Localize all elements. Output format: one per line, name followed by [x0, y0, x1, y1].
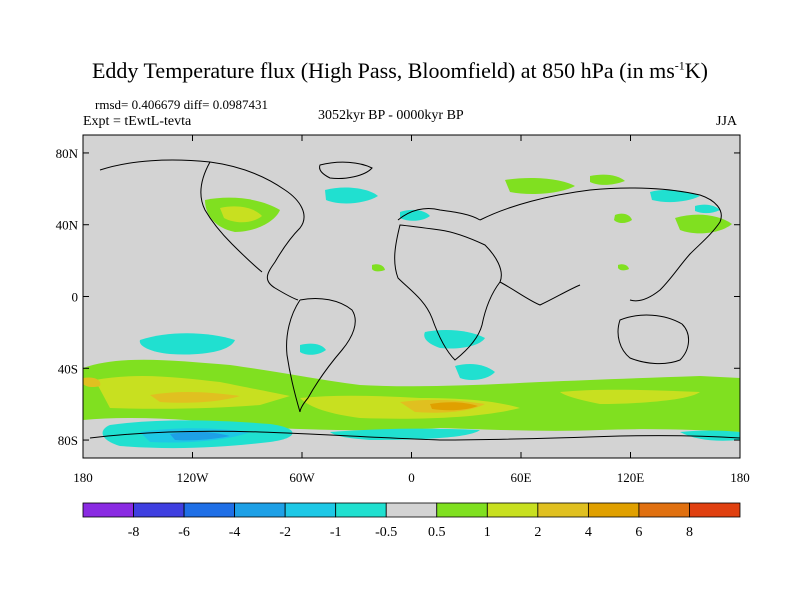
- lon-label: 60E: [511, 470, 532, 485]
- colorbar-swatch: [133, 502, 185, 518]
- colorbar-swatch: [284, 502, 337, 518]
- colorbar-label: 8: [686, 525, 693, 540]
- colorbar-label: 0.5: [428, 525, 446, 540]
- field-positive-zone: [505, 178, 575, 194]
- field-positive-zone: [150, 392, 240, 403]
- lon-label: 120W: [177, 470, 210, 485]
- field-positive-zone: [618, 264, 629, 271]
- south-america-coast: [299, 297, 356, 413]
- colorbar-label: 1: [484, 525, 491, 540]
- field-negative-zone: [455, 364, 495, 380]
- greenland-coast: [319, 161, 373, 179]
- field-negative-zone: [650, 189, 700, 203]
- asia-coast: [479, 187, 722, 302]
- plot-title: Eddy Temperature flux (High Pass, Bloomf…: [91, 58, 708, 83]
- colorbar-swatch: [537, 502, 589, 518]
- stats-label: rmsd= 0.406679 diff= 0.0987431: [95, 97, 268, 112]
- field-positive-band: [83, 359, 740, 432]
- season-label: JJA: [716, 114, 738, 129]
- field-negative-zone: [170, 431, 230, 441]
- axis-ticks: [82, 135, 741, 458]
- colorbar-swatch: [486, 502, 539, 518]
- colorbar-label: -1: [330, 525, 342, 540]
- colorbar-labels: -8 -6 -4 -2 -1 -0.5 0.5 1 2 4 6 8: [128, 525, 693, 540]
- field-negative-zone: [325, 187, 378, 204]
- colorbar-swatch: [689, 502, 741, 518]
- lat-label: 40S: [58, 361, 78, 376]
- experiment-label: Expt = tEwtL-tevta: [83, 114, 192, 129]
- colorbar-swatch: [234, 502, 286, 518]
- anomaly-field: [83, 174, 740, 449]
- colorbar-label: -4: [229, 525, 241, 540]
- lon-label: 120E: [617, 470, 645, 485]
- field-positive-zone: [675, 214, 732, 234]
- colorbar-swatch: [587, 502, 640, 518]
- latitude-labels: 80N 40N 0 40S 80S: [56, 146, 79, 448]
- field-negative-zone: [695, 204, 720, 214]
- lon-label: 180: [73, 470, 93, 485]
- south-asia-coast: [499, 281, 581, 306]
- field-positive-zone: [614, 213, 632, 223]
- antarctica-coast: [89, 430, 740, 441]
- coastlines: [89, 159, 740, 441]
- colorbar: [82, 502, 741, 518]
- field-positive-zone: [83, 377, 101, 388]
- field-negative-zone: [424, 330, 485, 349]
- field-strong-positive-zone: [430, 402, 478, 411]
- north-america-coast: [99, 159, 305, 301]
- field-negative-zone: [139, 333, 235, 355]
- australia-coast: [617, 314, 689, 365]
- field-positive-zone: [220, 206, 262, 223]
- south-america-west-coast: [286, 299, 301, 413]
- field-positive-zone: [590, 174, 625, 185]
- lon-label: 0: [408, 470, 415, 485]
- colorbar-swatch: [82, 502, 134, 518]
- colorbar-label: -6: [178, 525, 190, 540]
- colorbar-label: 6: [635, 525, 642, 540]
- colorbar-label: -0.5: [375, 525, 397, 540]
- africa-coast: [394, 224, 502, 361]
- europe-coast: [397, 207, 481, 221]
- lat-label: 80N: [56, 146, 79, 161]
- colorbar-label: -8: [128, 525, 140, 540]
- colorbar-swatch: [385, 502, 438, 518]
- field-negative-zone: [680, 430, 740, 441]
- colorbar-swatch: [638, 502, 690, 518]
- colorbar-swatch: [436, 502, 488, 518]
- field-negative-zone: [400, 209, 430, 221]
- lat-label: 40N: [56, 218, 79, 233]
- field-negative-zone: [300, 343, 326, 355]
- colorbar-label: 2: [534, 525, 541, 540]
- lat-label: 0: [72, 290, 79, 305]
- colorbar-label: -2: [279, 525, 291, 540]
- lon-label: 180: [730, 470, 750, 485]
- north-america-west-coast: [200, 161, 263, 273]
- colorbar-swatch: [335, 502, 387, 518]
- lat-label: 80S: [58, 433, 78, 448]
- period-label: 3052kyr BP - 0000kyr BP: [318, 108, 464, 123]
- lon-label: 60W: [289, 470, 315, 485]
- colorbar-label: 4: [585, 525, 592, 540]
- longitude-labels: 180 120W 60W 0 60E 120E 180: [73, 470, 750, 485]
- field-positive-zone: [560, 389, 700, 404]
- colorbar-swatch: [183, 502, 236, 518]
- field-positive-zone: [372, 264, 385, 272]
